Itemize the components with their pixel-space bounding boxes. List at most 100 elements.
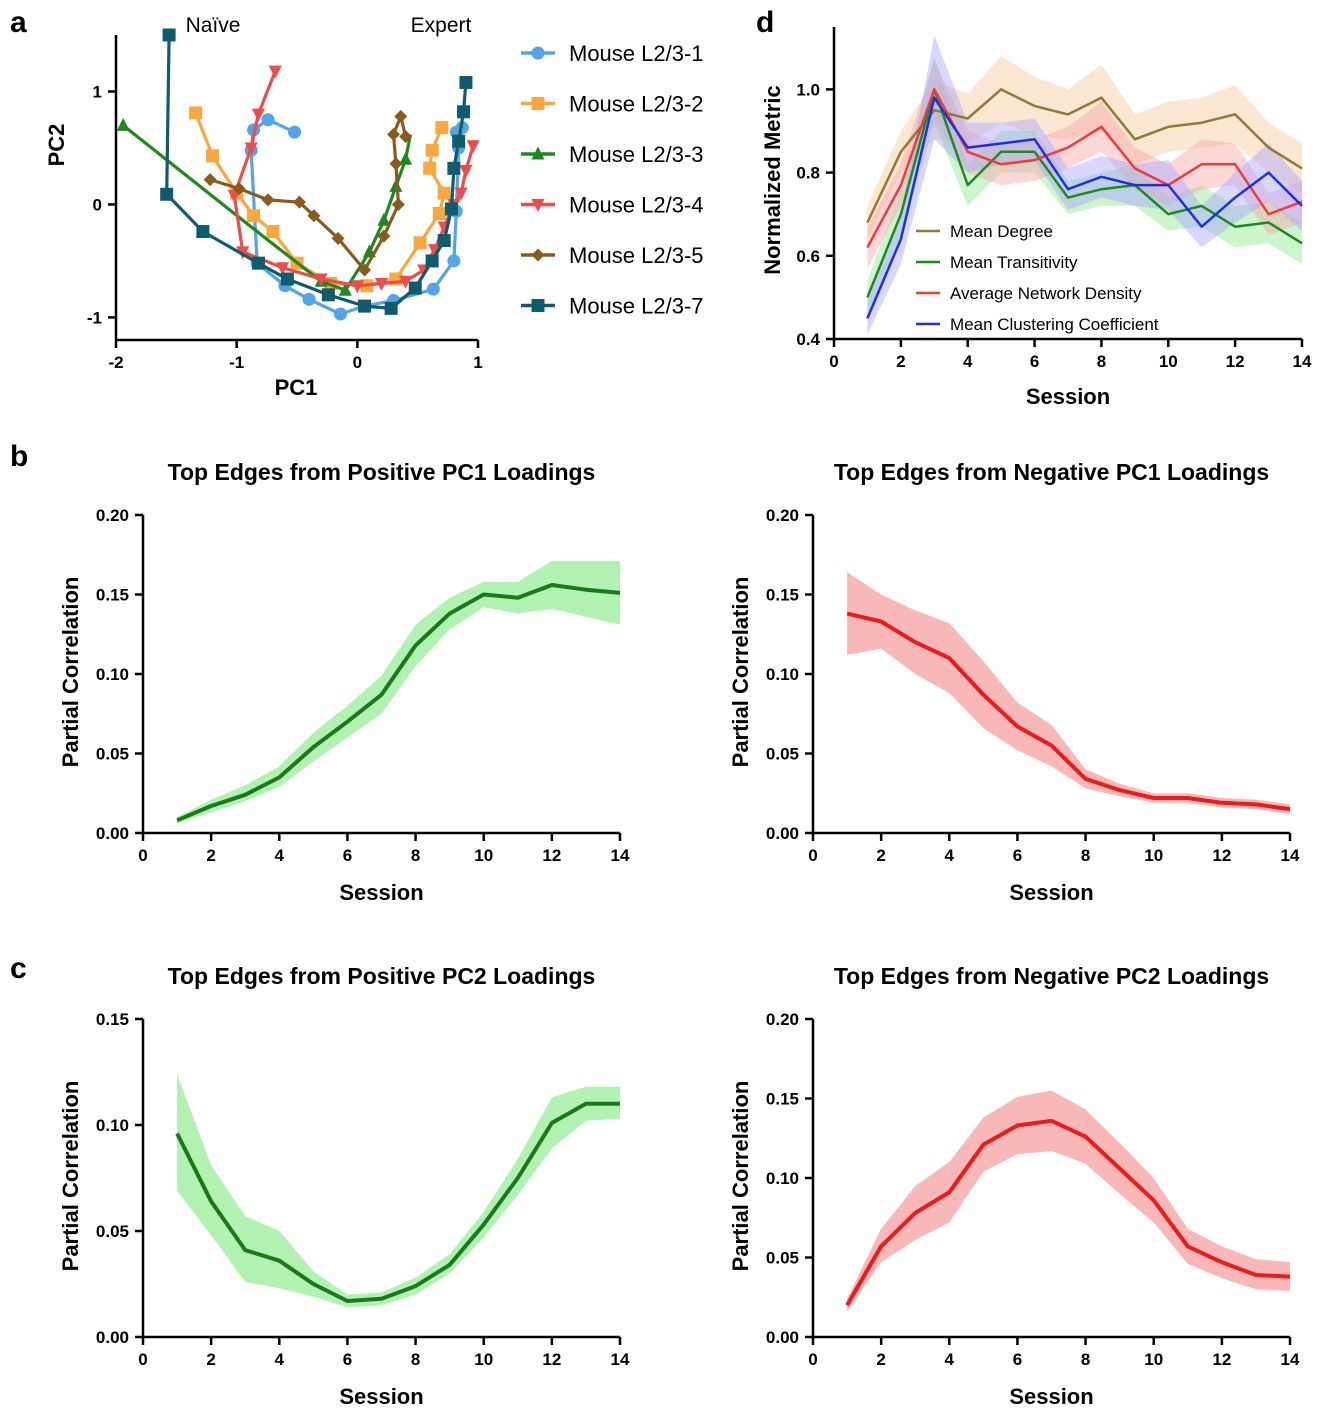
y-tick-label: 0.05 — [766, 1249, 799, 1268]
y-axis-title: Partial Correlation — [728, 577, 753, 768]
x-tick-label: 12 — [542, 846, 561, 865]
y-tick-label: 1 — [93, 82, 102, 101]
trajectory-point — [314, 273, 328, 287]
legend-label-4: Mouse L2/3-5 — [569, 243, 704, 268]
y-axis-title: PC2 — [44, 124, 69, 167]
trajectory-point — [266, 225, 280, 239]
trajectory-point — [437, 234, 451, 248]
x-tick-label: 10 — [1144, 846, 1163, 865]
trajectory-point — [423, 161, 437, 175]
chart-c-negative-pc2: 0 2 4 6 8 10 12 14 0.00 0.05 0.10 0.15 0.20 Top Edges… — [728, 963, 1300, 1408]
x-tick-label: 6 — [1013, 1350, 1022, 1369]
y-tick-label: 0.15 — [766, 1090, 799, 1109]
y-tick-label: 0.6 — [796, 247, 820, 266]
chart-c-positive-pc2: 0 2 4 6 8 10 12 14 0.00 0.05 0.10 0.15 Top Edges fro… — [58, 963, 630, 1408]
trajectory-point — [251, 256, 265, 270]
x-tick-label: 14 — [611, 1350, 630, 1369]
legend-label-2: Average Network Density — [950, 284, 1142, 303]
y-tick-label: 0 — [93, 195, 102, 214]
x-tick-label: 8 — [1097, 352, 1106, 371]
trajectory-point — [292, 195, 306, 209]
x-axis-title: Session — [1009, 880, 1093, 905]
y-tick-label: 0.10 — [96, 1116, 129, 1135]
trajectory-point — [384, 301, 398, 315]
series-band-0 — [847, 1090, 1290, 1312]
x-tick-label: 4 — [275, 1350, 285, 1369]
x-tick-label: 0 — [138, 1350, 147, 1369]
x-tick-label: 4 — [945, 846, 955, 865]
y-tick-label: 0.00 — [766, 1328, 799, 1347]
x-tick-label: 14 — [1281, 1350, 1300, 1369]
x-tick-label: 0 — [138, 846, 147, 865]
trajectory-point — [232, 182, 246, 196]
trajectory-point — [280, 272, 294, 286]
series-band-3 — [867, 35, 1302, 335]
y-tick-label: 0.00 — [96, 824, 129, 843]
chart-title: Top Edges from Positive PC2 Loadings — [168, 963, 596, 989]
series-band-0 — [847, 572, 1290, 814]
trajectory-line-5 — [165, 34, 468, 310]
chart-title: Top Edges from Negative PC1 Loadings — [834, 459, 1269, 485]
trajectory-point — [203, 173, 217, 187]
x-tick-label: 2 — [896, 352, 905, 371]
trajectory-point — [452, 134, 466, 148]
x-tick-label: 8 — [411, 1350, 420, 1369]
trajectory-point — [377, 229, 391, 243]
trajectory-point — [437, 186, 451, 200]
legend-label-3: Mean Clustering Coefficient — [950, 315, 1159, 334]
x-axis-title: Session — [1026, 384, 1110, 409]
x-tick-label: 2 — [876, 1350, 885, 1369]
y-axis-title: Partial Correlation — [58, 577, 83, 768]
x-tick-label: 0 — [829, 352, 838, 371]
y-tick-label: 0.05 — [766, 745, 799, 764]
series-band-0 — [177, 561, 620, 824]
trajectory-point — [321, 288, 335, 302]
x-tick-label: 8 — [411, 846, 420, 865]
x-axis-title: PC1 — [275, 375, 318, 400]
chart-d-network-metrics: 0 2 4 6 8 10 12 14 0.4 0.6 0.8 1.0 Session Normalized… — [760, 27, 1312, 409]
x-tick-label: 12 — [1212, 1350, 1231, 1369]
trajectory-point — [251, 108, 265, 122]
trajectory-point — [447, 161, 461, 175]
trajectory-point — [454, 187, 468, 201]
y-tick-label: 0.4 — [796, 330, 820, 349]
y-tick-label: 0.15 — [766, 586, 799, 605]
x-tick-label: 2 — [206, 1350, 215, 1369]
x-tick-label: 4 — [275, 846, 285, 865]
annotation-naive: Naïve — [186, 14, 241, 37]
trajectory-point — [189, 106, 203, 120]
series-line-0 — [845, 1118, 1291, 1307]
x-tick-label: 4 — [945, 1350, 955, 1369]
y-tick-label: 0.20 — [766, 1010, 799, 1029]
chart-title: Top Edges from Positive PC1 Loadings — [168, 459, 596, 485]
y-tick-label: 0.15 — [96, 586, 129, 605]
trajectory-point — [116, 117, 130, 131]
y-tick-label: 0.00 — [766, 824, 799, 843]
trajectory-point — [377, 212, 391, 226]
trajectory-point — [358, 263, 372, 277]
x-tick-label: 14 — [611, 846, 630, 865]
trajectory-point — [350, 280, 364, 294]
trajectory-point — [268, 65, 282, 79]
trajectory-point — [358, 299, 372, 313]
trajectory-point — [389, 157, 403, 171]
trajectory-point — [261, 113, 275, 127]
series-line-2 — [866, 88, 1303, 249]
trajectory-point — [394, 109, 408, 123]
trajectory-point — [391, 197, 405, 211]
x-tick-label: 10 — [474, 846, 493, 865]
x-tick-label: 6 — [343, 1350, 352, 1369]
series-line-0 — [176, 583, 621, 823]
trajectory-point — [447, 254, 461, 268]
x-tick-label: 8 — [1081, 846, 1090, 865]
x-tick-label: 4 — [963, 352, 973, 371]
y-tick-label: 0.20 — [766, 506, 799, 525]
trajectory-point — [408, 281, 422, 295]
x-tick-label: 6 — [1013, 846, 1022, 865]
x-axis-title: Session — [1009, 1384, 1093, 1408]
x-tick-label: 6 — [343, 846, 352, 865]
trajectory-point — [425, 254, 439, 268]
legend-label-0: Mean Degree — [950, 222, 1053, 241]
x-axis-title: Session — [339, 880, 423, 905]
